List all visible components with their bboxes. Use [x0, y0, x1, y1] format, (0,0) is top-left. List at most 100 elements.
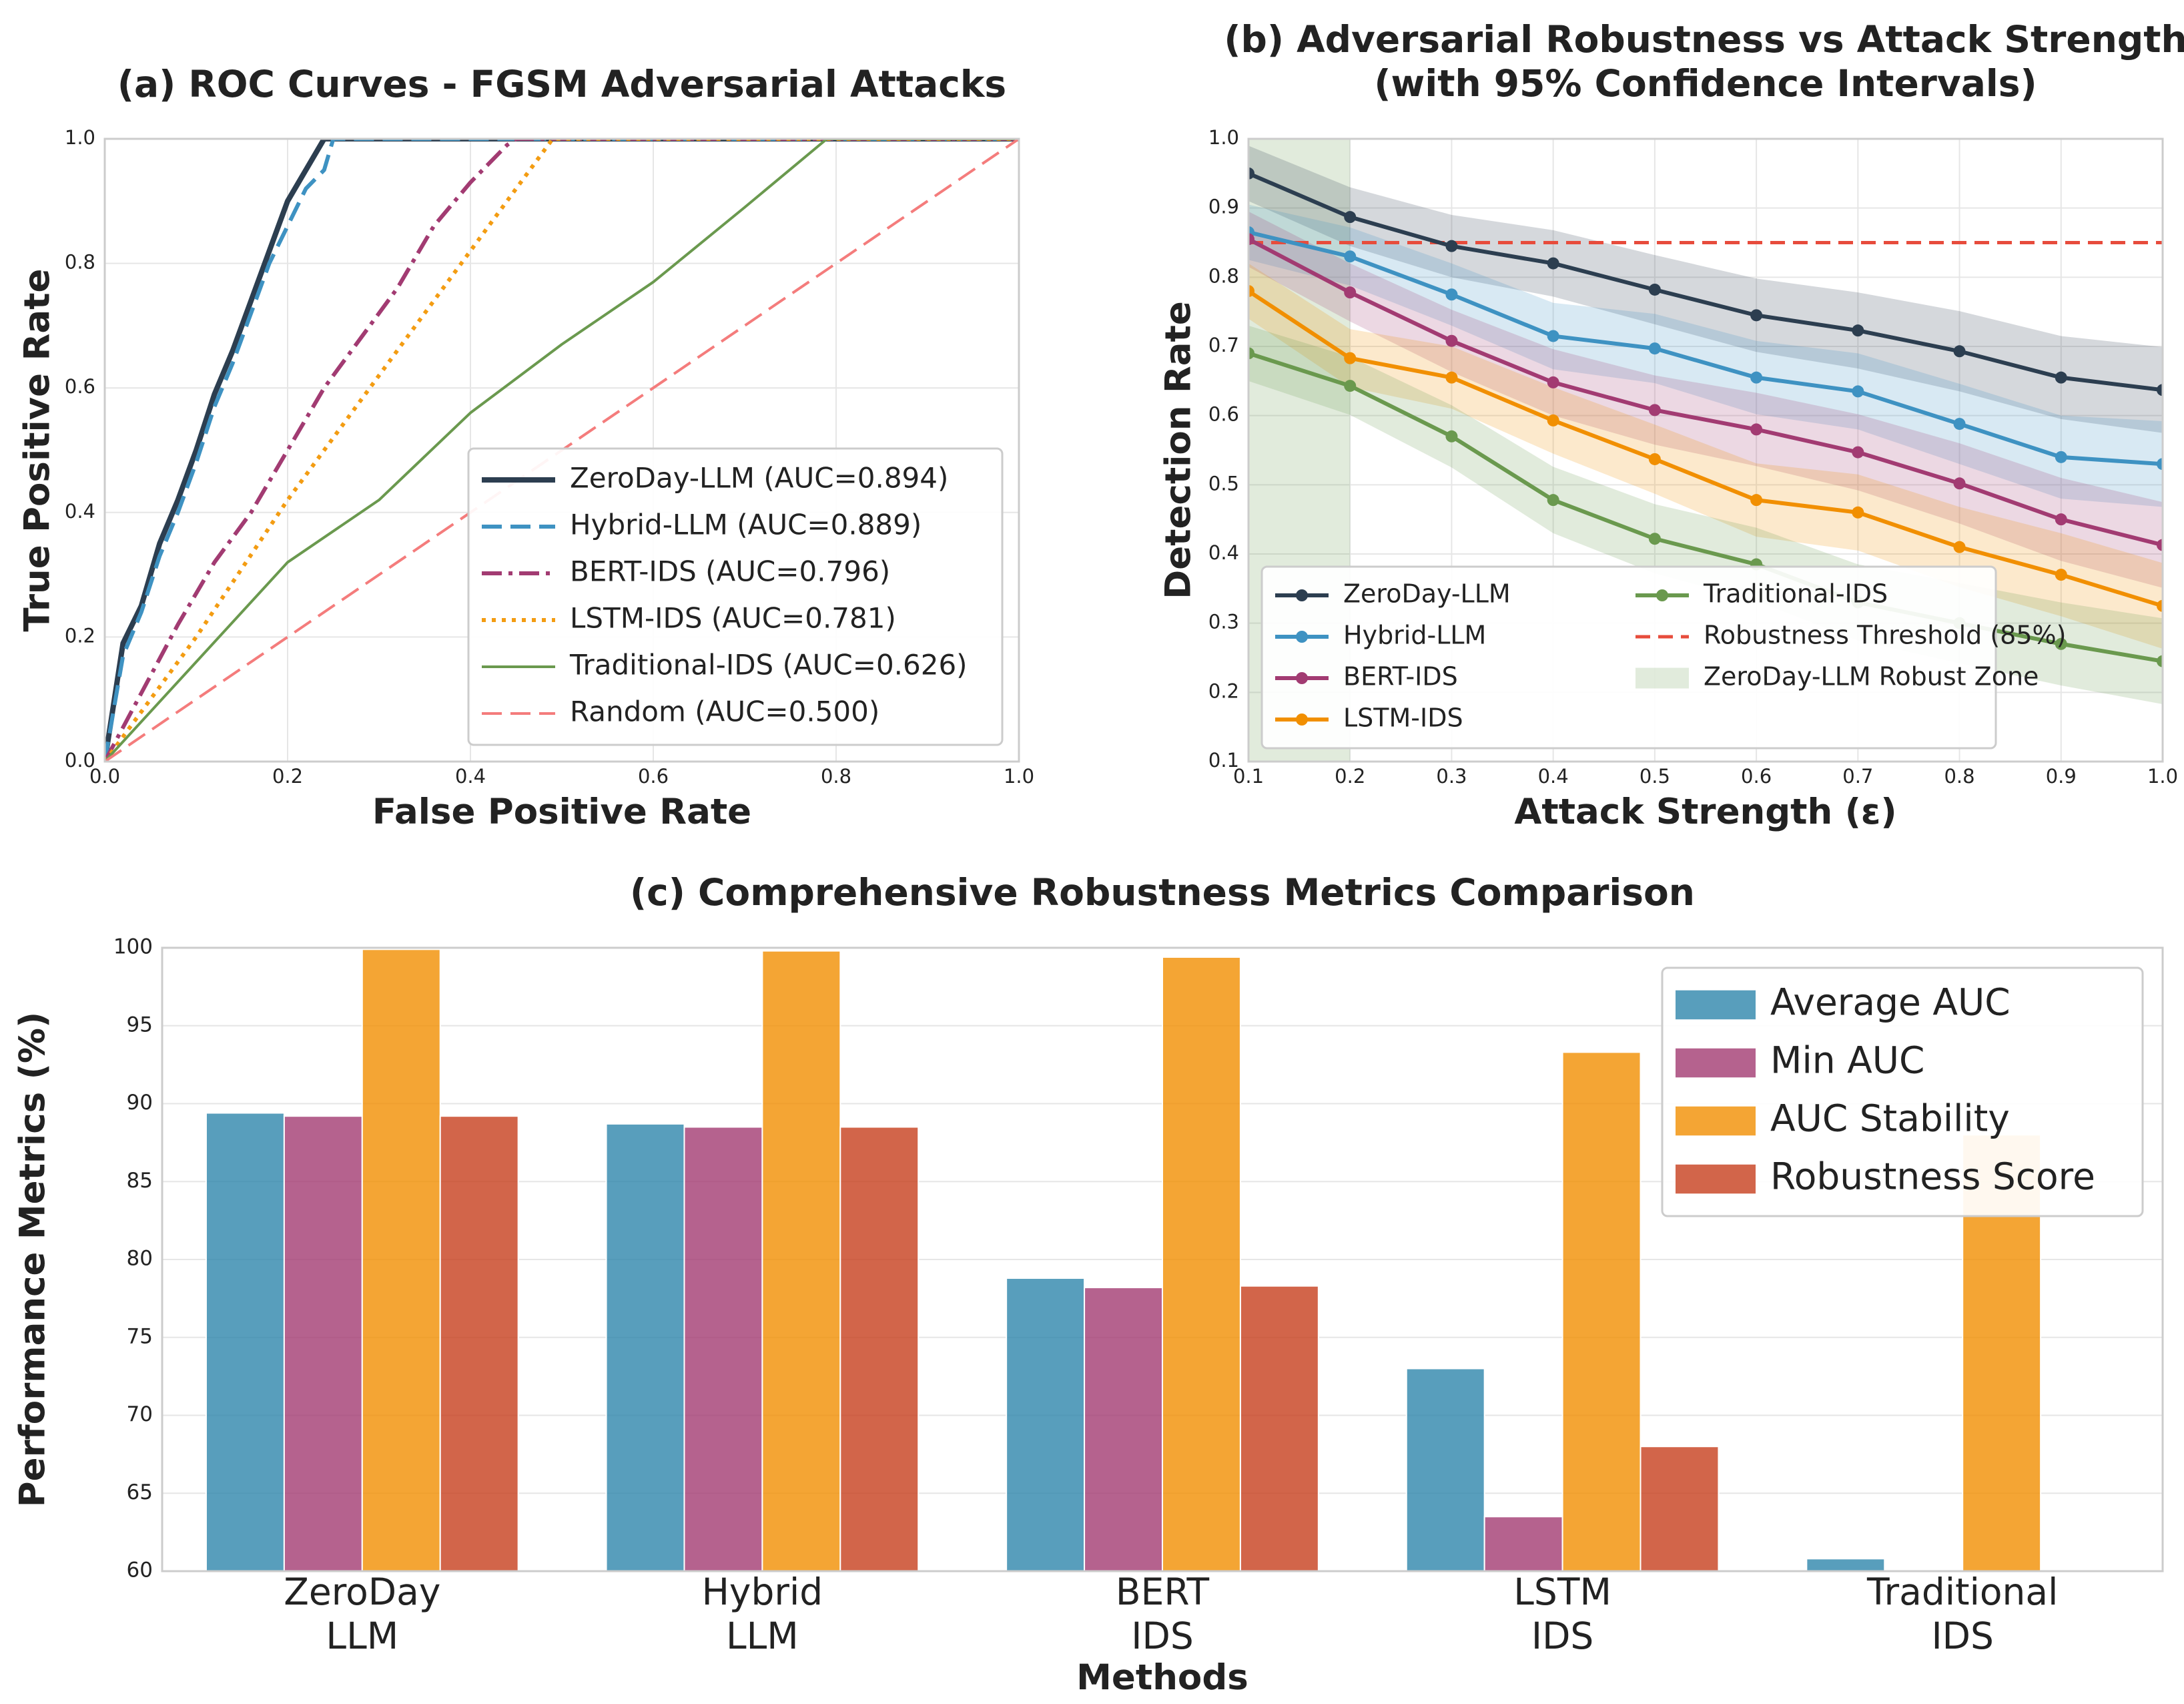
y-tick-label: 0.2 [1208, 679, 1239, 702]
point [1445, 371, 1458, 384]
point [2157, 384, 2163, 396]
legend-label: ZeroDay-LLM Robust Zone [1704, 662, 2039, 691]
bar [1006, 1277, 1086, 1571]
legend-marker [1296, 672, 1308, 684]
x-tick-label: Traditional IDS [1867, 1571, 2059, 1657]
point [1953, 477, 1966, 490]
bar [1640, 1446, 1720, 1571]
series-line [1248, 237, 2163, 547]
y-tick-label: 0.9 [1208, 196, 1239, 218]
point [1648, 533, 1661, 545]
y-tick-label: 0.8 [1208, 264, 1239, 287]
point [1953, 541, 1966, 553]
point [1445, 288, 1458, 301]
point [1248, 233, 1254, 246]
point [2157, 655, 2163, 667]
legend-label: Hybrid-LLM (AUC=0.889) [570, 509, 922, 541]
point [2157, 539, 2163, 551]
x-tick-label: 0.6 [638, 765, 669, 788]
point [1547, 376, 1559, 388]
x-tick-label: 0.2 [1335, 765, 1365, 788]
x-tick-label: 0.3 [1436, 765, 1467, 788]
point [1445, 430, 1458, 443]
confidence-band [1248, 146, 2163, 433]
roc-line [105, 139, 1019, 762]
point [1344, 286, 1357, 299]
roc-line [105, 139, 1019, 762]
point [1750, 371, 1763, 384]
bar [361, 948, 441, 1571]
plot-frame [161, 946, 2164, 1573]
roc-line [105, 139, 1019, 762]
x-tick-label: 0.0 [89, 765, 120, 788]
bar [839, 1126, 920, 1571]
x-axis-label: False Positive Rate [372, 792, 752, 833]
point [1445, 334, 1458, 347]
point [2157, 458, 2163, 471]
point [1953, 345, 1966, 358]
y-tick-label: 0.0 [65, 749, 95, 772]
legend-frame [467, 447, 1004, 746]
y-axis-label: Detection Rate [1158, 301, 1199, 599]
legend-marker [1296, 714, 1308, 726]
bar [439, 1115, 519, 1571]
y-tick-label: 100 [113, 935, 153, 959]
legend-marker [1296, 589, 1308, 601]
point [1344, 352, 1357, 364]
chart-title: (a) ROC Curves - FGSM Adversarial Attack… [117, 63, 1007, 105]
x-tick-label: Hybrid LLM [701, 1571, 823, 1657]
legend-swatch [1676, 990, 1756, 1020]
bar [1405, 1368, 1485, 1571]
point [2055, 451, 2067, 463]
y-tick-label: 60 [127, 1558, 153, 1583]
y-tick-label: 95 [127, 1013, 153, 1037]
y-tick-label: 0.4 [1208, 541, 1239, 564]
x-tick-label: 0.1 [1233, 765, 1264, 788]
y-tick-label: 0.6 [65, 375, 95, 398]
roc-line [105, 139, 1019, 762]
y-tick-label: 90 [127, 1091, 153, 1115]
point [1648, 283, 1661, 296]
legend-swatch [1635, 667, 1689, 689]
point [2157, 599, 2163, 612]
bar [605, 1123, 685, 1571]
y-tick-label: 85 [127, 1169, 153, 1193]
y-tick-label: 0.4 [65, 500, 95, 523]
point [1248, 167, 1254, 180]
point [1953, 418, 1966, 431]
point [1248, 347, 1254, 360]
y-axis-label: Performance Metrics (%) [13, 1012, 53, 1507]
y-tick-label: 0.8 [65, 251, 95, 274]
legend-label: BERT-IDS [1343, 662, 1458, 691]
point [2055, 371, 2067, 384]
confidence-band [1248, 263, 2163, 649]
x-tick-label: ZeroDay LLM [284, 1571, 441, 1657]
legend-swatch [1676, 1106, 1756, 1136]
y-tick-label: 0.1 [1208, 749, 1239, 772]
legend-label: BERT-IDS (AUC=0.796) [570, 555, 890, 588]
series-line [1248, 289, 2163, 608]
point [1852, 324, 1864, 337]
x-tick-label: 0.9 [2046, 765, 2077, 788]
legend: ZeroDay-LLM Hybrid-LLM BERT-IDS LSTM-IDS Tra… [1260, 565, 2066, 750]
legend-label: AUC Stability [1770, 1097, 2010, 1140]
y-tick-label: 70 [127, 1402, 153, 1426]
point [2055, 569, 2067, 581]
legend-label: Min AUC [1770, 1039, 1924, 1082]
point [1248, 285, 1254, 298]
x-tick-label: BERT IDS [1115, 1571, 1210, 1657]
plot-marks [105, 139, 1019, 762]
point [1750, 494, 1763, 507]
bar [1806, 1558, 1886, 1571]
legend-label: Robustness Threshold (85%) [1704, 621, 2066, 650]
plot-marks [205, 948, 2042, 1571]
bar [205, 1112, 285, 1571]
y-tick-label: 0.2 [65, 624, 95, 647]
point [1852, 446, 1864, 459]
bar [683, 1126, 763, 1571]
point [1852, 506, 1864, 519]
point [1547, 257, 1559, 270]
legend-label: Robustness Score [1770, 1155, 2095, 1198]
